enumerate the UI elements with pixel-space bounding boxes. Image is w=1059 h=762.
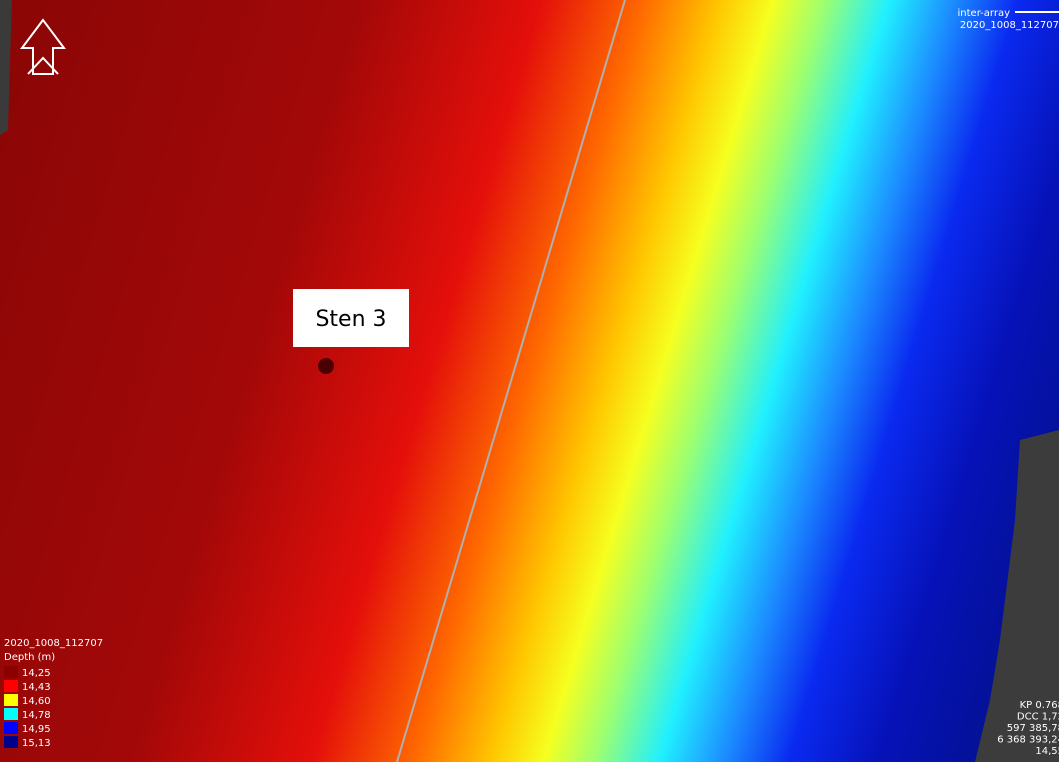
- legend-swatch: [4, 680, 18, 692]
- layer-name: inter-array: [958, 8, 1011, 19]
- legend-survey: 2020_1008_112707: [4, 638, 103, 649]
- boulder: [318, 358, 334, 374]
- readout-line: 597 385,78: [1007, 723, 1059, 734]
- legend-swatch: [4, 722, 18, 734]
- legend-swatch: [4, 736, 18, 748]
- legend-swatch: [4, 666, 18, 678]
- annotation: Sten 3: [315, 307, 386, 332]
- legend-label: 14,60: [22, 696, 51, 707]
- readout-line: KP 0.768: [1020, 700, 1059, 711]
- legend-title: Depth (m): [4, 652, 55, 663]
- readout-line: DCC 1,72: [1017, 712, 1059, 723]
- readout-line: 6 368 393,24: [997, 735, 1059, 746]
- legend: 14,25 14,43 14,60 14,78 14,95 15,13: [4, 666, 51, 749]
- legend-label: 14,43: [22, 682, 51, 693]
- cable-route: [397, 0, 625, 762]
- readout-line: 14,55: [1035, 746, 1059, 757]
- legend-swatch: [4, 694, 18, 706]
- survey-name: 2020_1008_112707: [960, 20, 1059, 31]
- legend-label: 15,13: [22, 738, 51, 749]
- overlay: inter-array 2020_1008_112707 Sten 3 2020…: [0, 0, 1059, 762]
- legend-label: 14,78: [22, 710, 51, 721]
- legend-label: 14,25: [22, 668, 51, 679]
- map-view: inter-array 2020_1008_112707 Sten 3 2020…: [0, 0, 1059, 762]
- legend-label: 14,95: [22, 724, 51, 735]
- north-arrow: [22, 20, 64, 74]
- no-data-left: [0, 0, 12, 135]
- legend-swatch: [4, 708, 18, 720]
